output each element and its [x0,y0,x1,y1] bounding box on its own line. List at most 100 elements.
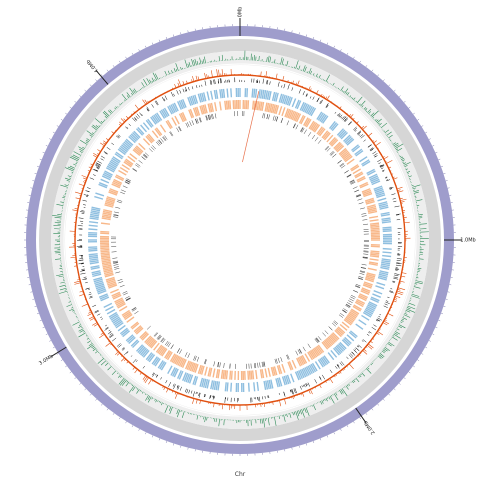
gc-skew-bar [117,372,119,374]
reverse-cds-mark [207,103,211,113]
forward-cds-mark [122,142,131,150]
variant-mark [78,262,84,265]
minor-tick [74,377,77,380]
reverse-cds-mark [370,253,380,256]
feature-mark [219,362,221,368]
minor-tick [432,145,435,147]
gc-content-bar [396,290,404,294]
gc-skew-bar [104,115,108,119]
feature-mark [152,145,156,150]
feature-mark [148,148,153,153]
minor-tick [421,125,424,127]
reverse-cds-mark [305,118,312,128]
gc-content-bar [123,118,127,122]
reverse-cds-mark [266,102,270,112]
reverse-cds-mark [343,154,352,162]
gc-content-bar [365,346,368,348]
feature-mark [143,154,148,158]
reverse-cds-mark [328,335,336,343]
forward-cds-mark [291,98,297,108]
forward-cds-mark [349,330,358,338]
variant-mark [106,147,111,150]
gc-content-bar [383,320,390,325]
reverse-cds-mark [124,159,133,167]
forward-cds-mark [301,368,307,378]
variant-mark [373,324,377,327]
minor-tick [39,319,42,322]
forward-cds-mark [91,271,101,276]
gc-skew-bar [274,59,276,64]
gc-content-bar [118,123,122,127]
feature-mark [115,206,121,209]
gc-skew-bar [67,166,75,170]
feature-mark [292,123,296,129]
feature-mark [300,127,304,133]
variant-mark [348,121,352,126]
variant-mark [329,369,333,374]
feature-mark [360,207,365,210]
reverse-cds-mark [349,311,358,318]
reverse-cds-mark [296,113,302,123]
forward-cds-mark [89,217,99,221]
variant-mark [96,169,98,172]
gc-skew-bar [60,184,68,188]
feature-mark [162,136,167,141]
feature-mark [280,118,283,124]
reverse-cds-mark [365,276,375,281]
gc-skew-bar [328,396,331,400]
variant-mark [266,80,268,85]
reverse-cds-mark [175,356,182,366]
gc-content-bar [125,115,129,119]
forward-cds-mark [153,357,160,366]
forward-cds-mark [261,89,265,99]
variant-mark [134,118,137,121]
gc-skew-bar [201,60,203,64]
forward-cds-mark [176,101,182,110]
gc-content-bar [195,75,198,81]
reverse-cds-mark [197,364,202,374]
forward-cds-mark [351,144,359,152]
forward-cds-mark [254,88,258,98]
variant-mark [155,373,157,376]
gc-skew-bar [86,337,90,340]
gc-content-bar [144,377,149,384]
reverse-cds-mark [258,101,261,111]
gc-content-bar [102,146,104,148]
feature-mark [136,163,141,167]
variant-mark [152,372,155,376]
minor-tick [95,398,97,401]
reverse-cds-mark [336,327,345,335]
reverse-cds-mark [191,362,196,372]
variant-mark [85,287,90,290]
variant-mark [224,397,226,403]
reverse-cds-mark [108,189,118,195]
forward-cds-mark [368,173,378,179]
gc-content-bar [362,350,368,355]
feature-mark [214,113,217,119]
variant-mark [378,162,381,165]
forward-cds-mark [90,211,100,215]
minor-tick [119,60,121,63]
gc-skew-bar [86,130,94,136]
gc-skew-bar [204,56,206,64]
forward-cds-mark [283,375,288,385]
reverse-cds-mark [146,134,154,143]
gc-skew-bar [342,90,345,93]
gc-skew-bar [414,283,418,285]
forward-cds-mark [89,258,99,261]
gc-skew-bar [98,125,101,127]
minor-tick [305,443,307,446]
reverse-cds-mark [356,175,366,182]
reverse-cds-mark [350,164,359,171]
gc-skew-bar [87,340,91,344]
variant-mark [203,393,206,398]
variant-mark [353,126,357,131]
reverse-cds-mark [121,164,130,171]
gc-content-bar [75,191,82,195]
variant-mark [125,126,128,130]
variant-mark [170,91,174,97]
variant-mark [82,278,87,280]
variant-mark [340,116,343,119]
variant-mark [80,270,86,272]
gc-content-bar [395,295,401,298]
